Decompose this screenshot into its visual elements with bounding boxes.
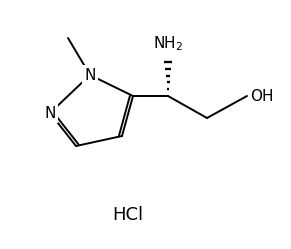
- Text: N: N: [84, 67, 96, 82]
- Text: NH$_2$: NH$_2$: [153, 34, 183, 53]
- Text: HCl: HCl: [112, 206, 143, 224]
- Text: OH: OH: [250, 88, 274, 104]
- Text: N: N: [44, 106, 56, 121]
